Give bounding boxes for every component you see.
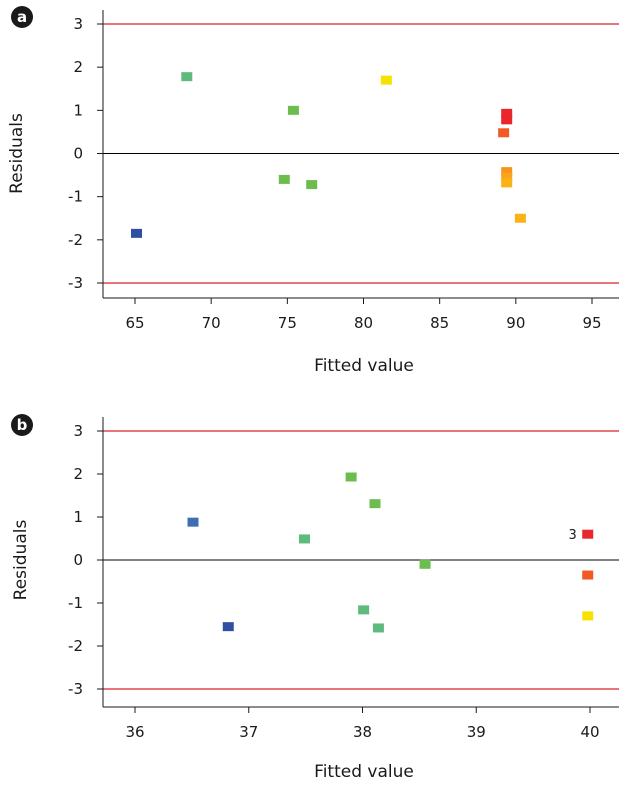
data-point xyxy=(501,108,513,118)
y-tick-label: 0 xyxy=(73,145,83,163)
data-point xyxy=(372,623,384,633)
x-axis-label: Fitted value xyxy=(314,356,414,376)
x-tick-label: 75 xyxy=(278,314,297,332)
data-point xyxy=(501,178,513,188)
panel-b: b 3 2 1 0 -1 -2 -3 36 37 38 39 40 Fitted value Residua… xyxy=(11,414,619,782)
data-point xyxy=(306,180,318,190)
data-point xyxy=(287,105,299,115)
data-point xyxy=(369,499,381,509)
panel-a: a 3 2 1 0 -1 -2 -3 65 70 75 80 85 90 95 Fitted value Res… xyxy=(7,6,619,376)
data-point xyxy=(501,115,513,125)
x-axis-label: Fitted value xyxy=(314,762,414,782)
x-tick-label: 95 xyxy=(582,314,601,332)
y-tick-label: -2 xyxy=(68,637,83,655)
x-tick-label: 39 xyxy=(467,723,486,741)
x-tick-label: 37 xyxy=(239,723,258,741)
data-point xyxy=(187,517,199,527)
y-axis-label: Residuals xyxy=(11,520,31,601)
x-tick-label: 80 xyxy=(354,314,373,332)
data-point xyxy=(501,167,513,177)
y-tick-label: 3 xyxy=(73,15,83,33)
y-tick-label: 2 xyxy=(73,465,83,483)
y-axis-label: Residuals xyxy=(7,113,27,194)
y-tick-label: 1 xyxy=(73,101,83,119)
data-point xyxy=(582,529,594,539)
data-point xyxy=(181,72,193,82)
panel-label-badge xyxy=(11,414,33,436)
x-tick-label: 40 xyxy=(580,723,599,741)
data-point xyxy=(419,559,431,569)
y-tick-label: 1 xyxy=(73,508,83,526)
y-tick-label: -1 xyxy=(68,594,83,612)
data-point xyxy=(278,174,290,184)
x-tick-label: 85 xyxy=(430,314,449,332)
data-point xyxy=(498,128,510,138)
y-tick-label: 2 xyxy=(73,58,83,76)
x-tick-label: 65 xyxy=(125,314,144,332)
data-point xyxy=(582,611,594,621)
x-tick-label: 36 xyxy=(125,723,144,741)
data-point xyxy=(380,75,392,85)
y-tick-label: -1 xyxy=(68,188,83,206)
data-point xyxy=(582,570,594,580)
y-tick-label: -3 xyxy=(68,680,83,698)
data-point xyxy=(501,172,513,182)
point-label: 3 xyxy=(568,528,576,543)
data-point xyxy=(298,534,310,544)
data-point xyxy=(222,622,234,632)
x-tick-label: 38 xyxy=(353,723,372,741)
panel-label: b xyxy=(17,416,28,434)
panel-label-badge xyxy=(11,6,33,28)
y-tick-label: 0 xyxy=(73,551,83,569)
data-point xyxy=(358,605,370,615)
data-point xyxy=(345,472,357,482)
y-tick-label: 3 xyxy=(73,422,83,440)
panel-label: a xyxy=(17,8,27,26)
x-tick-label: 70 xyxy=(202,314,221,332)
y-tick-label: -2 xyxy=(68,231,83,249)
x-tick-label: 90 xyxy=(506,314,525,332)
y-tick-label: -3 xyxy=(68,274,83,292)
data-point xyxy=(131,228,143,238)
data-point xyxy=(514,213,526,223)
